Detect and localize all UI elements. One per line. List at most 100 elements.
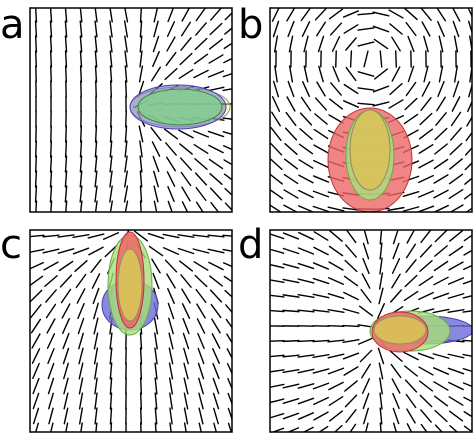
director-line	[64, 140, 68, 158]
director-line	[47, 347, 55, 365]
director-line	[109, 125, 113, 143]
director-line	[183, 407, 189, 425]
director-line	[34, 50, 38, 68]
director-line	[318, 65, 324, 83]
director-line	[153, 170, 159, 188]
director-line	[197, 362, 205, 380]
director-line	[438, 35, 444, 53]
director-line	[193, 53, 209, 65]
director-line	[79, 65, 83, 83]
director-line	[139, 332, 143, 350]
director-line	[313, 144, 329, 154]
director-line	[183, 347, 189, 365]
director-line	[327, 353, 345, 359]
director-line	[167, 8, 175, 23]
director-line	[435, 112, 447, 126]
director-line	[94, 407, 98, 425]
director-line	[418, 159, 434, 169]
director-line	[344, 259, 358, 273]
director-line	[389, 350, 403, 362]
director-line	[454, 65, 458, 83]
director-line	[168, 362, 174, 380]
director-line	[298, 231, 314, 241]
director-line	[463, 249, 472, 256]
director-line	[297, 247, 315, 255]
director-line	[313, 128, 329, 140]
director-line	[362, 242, 370, 260]
director-line	[314, 97, 328, 111]
director-line	[421, 21, 431, 37]
director-line	[270, 248, 285, 254]
director-line	[62, 317, 70, 335]
director-line	[49, 140, 53, 158]
director-line	[139, 155, 143, 173]
director-line	[125, 110, 127, 128]
director-line	[194, 172, 208, 186]
director-line	[450, 111, 462, 127]
director-line	[227, 407, 232, 422]
panel-label: d	[238, 222, 263, 268]
director-line	[312, 262, 330, 270]
director-line	[433, 381, 449, 391]
director-line	[361, 378, 371, 394]
director-line	[418, 366, 434, 376]
director-line	[303, 65, 309, 83]
director-line	[402, 190, 420, 198]
director-line	[361, 273, 371, 289]
director-line	[417, 190, 435, 198]
director-line	[342, 308, 360, 314]
director-line	[286, 427, 300, 432]
director-line	[297, 412, 315, 420]
director-line	[282, 354, 300, 358]
director-line	[212, 392, 220, 410]
director-line	[193, 144, 209, 154]
director-line	[139, 140, 143, 158]
director-line	[79, 125, 83, 143]
director-line	[462, 295, 472, 299]
director-line	[208, 158, 224, 170]
director-line	[327, 325, 345, 327]
director-line	[154, 392, 158, 410]
director-line	[35, 140, 37, 158]
director-line	[392, 407, 400, 425]
director-line	[178, 260, 194, 272]
director-line	[109, 155, 113, 173]
director-line	[379, 257, 383, 275]
director-line	[312, 190, 330, 198]
director-line	[378, 287, 384, 305]
director-line	[167, 185, 175, 203]
director-line	[208, 38, 224, 50]
director-line	[448, 396, 464, 406]
director-line	[417, 205, 435, 212]
director-line	[344, 394, 358, 408]
director-line	[197, 347, 205, 365]
director-line	[282, 368, 300, 374]
director-line	[328, 245, 344, 257]
director-line	[297, 262, 315, 270]
director-line	[139, 362, 143, 380]
director-line	[223, 42, 232, 50]
director-line	[198, 407, 204, 425]
director-line	[64, 50, 68, 68]
director-line	[313, 159, 329, 169]
director-line	[391, 273, 401, 289]
director-line	[297, 368, 315, 374]
director-line	[465, 131, 472, 142]
director-line	[466, 115, 472, 127]
director-line	[432, 353, 450, 359]
director-line	[332, 65, 340, 83]
director-line	[79, 185, 83, 203]
director-line	[298, 189, 314, 199]
director-line	[403, 113, 419, 125]
director-line	[342, 339, 360, 343]
director-line	[463, 396, 472, 403]
director-line	[343, 366, 359, 376]
director-line	[271, 427, 285, 432]
director-line	[94, 140, 98, 158]
director-line	[94, 50, 98, 68]
director-line	[34, 170, 38, 188]
director-line	[94, 35, 98, 53]
director-line	[94, 392, 98, 410]
director-line	[35, 200, 38, 212]
director-line	[195, 186, 207, 202]
